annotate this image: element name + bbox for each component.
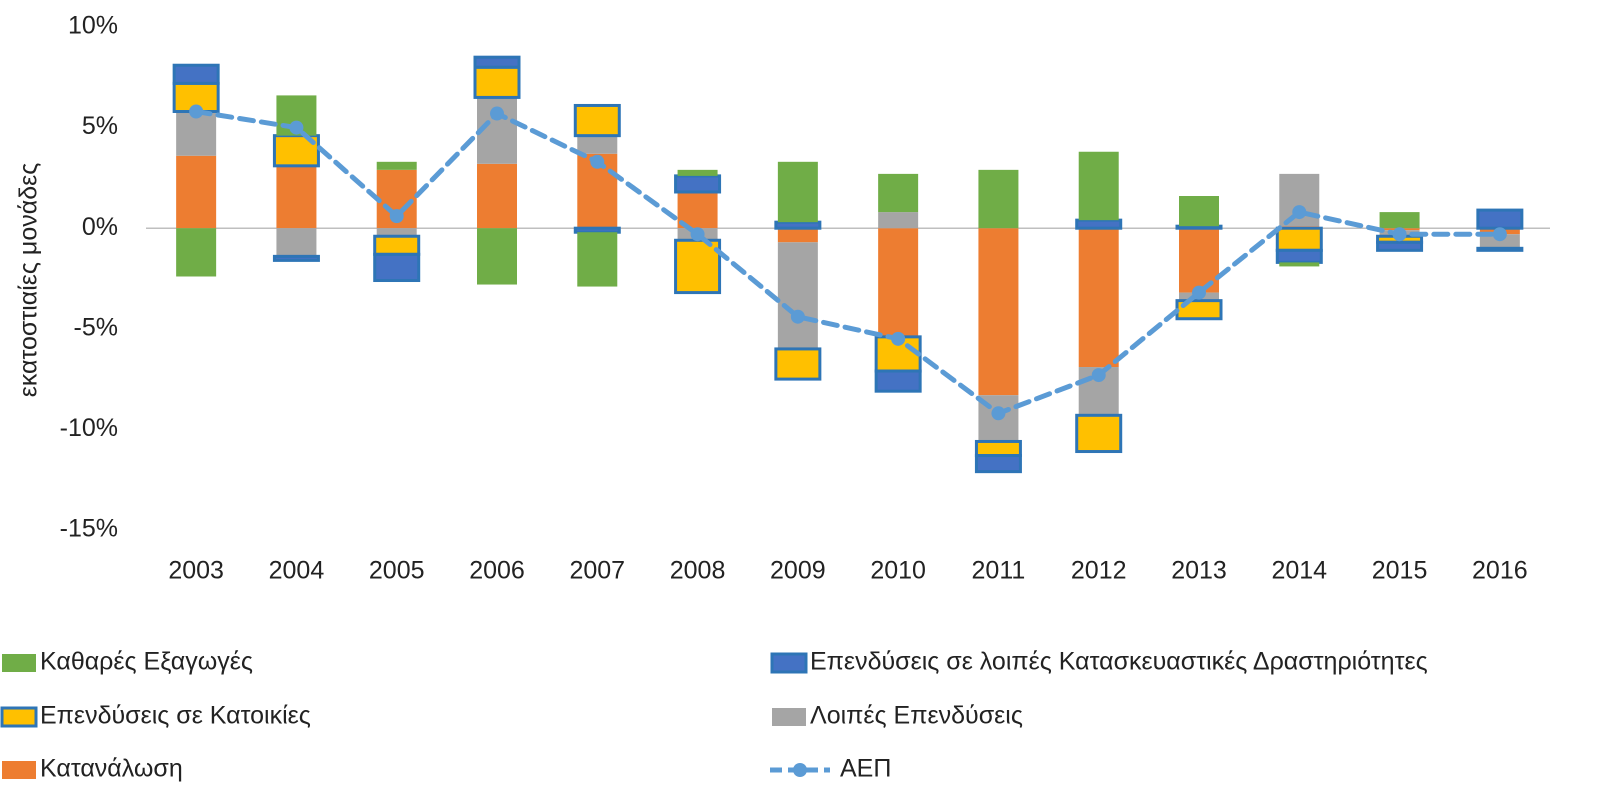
bar-segment <box>878 228 919 337</box>
line-marker <box>189 104 204 119</box>
line-marker <box>289 120 304 135</box>
x-tick-label: 2011 <box>972 557 1026 585</box>
line-marker <box>891 331 906 346</box>
line-marker <box>1392 227 1407 242</box>
bar-segment <box>376 161 417 170</box>
bar-segment <box>777 161 818 223</box>
x-tick-label: 2003 <box>168 557 224 585</box>
x-tick-label: 2004 <box>269 557 325 585</box>
bar-segment <box>674 238 722 295</box>
legend-label: Επενδύσεις σε Κατοικίες <box>40 702 311 730</box>
bar-segment <box>1275 226 1323 252</box>
bar-segment <box>577 232 618 287</box>
line-marker <box>490 106 504 121</box>
y-tick-label: -10% <box>60 414 118 442</box>
legend-marker <box>793 763 807 777</box>
line-marker <box>590 154 605 169</box>
x-tick-label: 2014 <box>1271 557 1327 585</box>
bar-segment <box>1476 208 1524 230</box>
y-tick-label: 10% <box>68 12 118 40</box>
bar-segment <box>1075 413 1123 454</box>
legend-swatch <box>772 708 806 726</box>
legend-swatch <box>770 652 808 674</box>
line-marker <box>790 309 805 324</box>
x-tick-label: 2006 <box>469 557 525 585</box>
x-tick-label: 2010 <box>870 557 926 585</box>
bar-segment <box>1078 151 1119 221</box>
bar-segment <box>674 174 722 194</box>
x-tick-label: 2012 <box>1071 557 1127 585</box>
bar-segment <box>974 454 1022 474</box>
x-tick-label: 2009 <box>770 557 826 585</box>
legend-label: Λοιπές Επενδύσεις <box>810 702 1023 730</box>
bar-segment <box>777 228 818 243</box>
bar-segment <box>1476 246 1524 252</box>
x-tick-label: 2005 <box>369 557 425 585</box>
line-marker <box>690 227 705 242</box>
x-tick-label: 2016 <box>1472 557 1528 585</box>
line-marker <box>1091 368 1106 383</box>
bar-segment <box>477 228 517 285</box>
bar-segment <box>577 135 618 154</box>
bar-segment <box>573 103 621 138</box>
bar-segment <box>176 228 217 277</box>
legend-label: Επενδύσεις σε λοιπές Κατασκευαστικές Δρα… <box>810 648 1428 676</box>
bar-segment <box>473 55 521 69</box>
bar-segment <box>878 173 919 213</box>
bar-segment <box>376 228 417 237</box>
bar-segment <box>176 155 217 229</box>
y-axis-label: εκατοστιαίες μονάδες <box>15 163 43 398</box>
bar-segment <box>677 169 718 176</box>
legend-swatch <box>0 706 38 728</box>
bar-segment <box>1376 240 1424 252</box>
line-marker <box>389 209 404 224</box>
legend-swatch <box>2 654 36 672</box>
x-tick-label: 2015 <box>1372 557 1428 585</box>
x-tick-label: 2013 <box>1171 557 1227 585</box>
bar-segment <box>1175 224 1223 230</box>
line-marker <box>1492 227 1507 242</box>
bar-segment <box>878 212 919 229</box>
bar-segment <box>272 254 320 262</box>
line <box>193 109 1503 417</box>
x-tick-label: 2008 <box>670 557 726 585</box>
y-tick-label: 0% <box>82 213 118 241</box>
bar-segment <box>974 439 1022 458</box>
bar-segment <box>1075 218 1123 230</box>
legend-label: ΑΕΠ <box>840 755 891 783</box>
line-marker <box>1192 285 1206 300</box>
bar-segment <box>373 252 421 283</box>
bar-segment <box>777 242 818 349</box>
bar-segment <box>373 234 421 256</box>
y-tick-label: -5% <box>74 313 118 341</box>
y-tick-label: 5% <box>82 112 118 140</box>
bar-segment <box>1179 196 1219 227</box>
bar-segment <box>473 65 521 99</box>
bar-segment <box>176 111 217 156</box>
bar-segment <box>1479 234 1520 249</box>
bar-segment <box>172 63 220 85</box>
bar-segment <box>276 228 317 257</box>
bar-segment <box>1275 248 1323 264</box>
bar-segment <box>774 220 822 230</box>
y-tick-label: -15% <box>60 515 118 543</box>
x-tick-label: 2007 <box>569 557 625 585</box>
bar-segment <box>573 226 621 234</box>
bar-segment <box>477 163 517 229</box>
legend-swatch <box>2 761 36 779</box>
legend-label: Καθαρές Εξαγωγές <box>40 648 253 676</box>
bar-segment <box>978 169 1019 229</box>
bar-segment <box>1078 228 1119 368</box>
bar-segment <box>978 228 1019 396</box>
bar-segment <box>276 165 317 229</box>
bar-segment <box>1379 212 1420 229</box>
bar-segment <box>774 347 822 381</box>
line-marker <box>1292 205 1307 220</box>
line-marker <box>991 406 1006 421</box>
bar-segment <box>874 369 922 393</box>
bar-segment <box>1279 262 1320 267</box>
legend-label: Κατανάλωση <box>40 755 183 783</box>
